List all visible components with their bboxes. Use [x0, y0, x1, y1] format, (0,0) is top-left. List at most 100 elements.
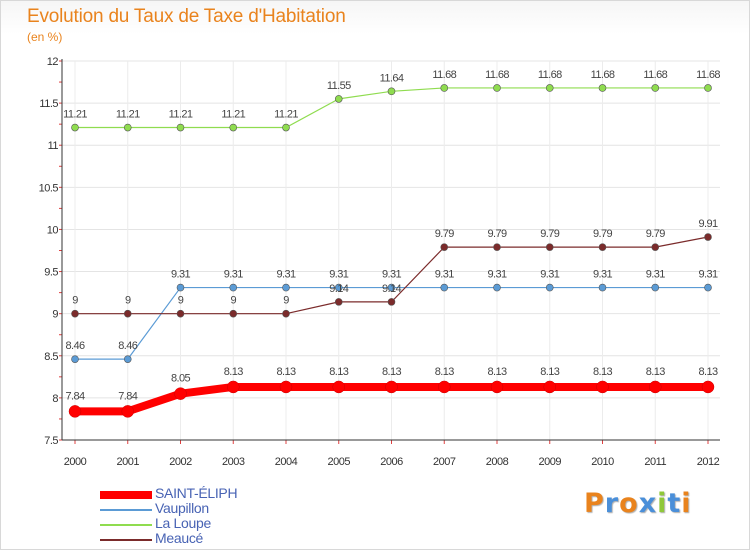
y-tick-label: 11 [48, 140, 59, 152]
logo-letter: t [667, 488, 682, 519]
data-label: 9 [178, 295, 184, 307]
data-label: 7.84 [118, 390, 137, 402]
data-point [227, 380, 240, 394]
x-tick-label: 2005 [328, 456, 351, 468]
chart-subtitle: (en %) [27, 30, 63, 44]
x-tick-label: 2003 [222, 456, 245, 468]
data-point [438, 380, 451, 394]
data-point [704, 84, 712, 92]
data-point [334, 298, 343, 306]
data-label: 9.14 [382, 283, 401, 295]
data-point [387, 298, 396, 306]
data-label: 9.79 [646, 228, 665, 240]
data-point [174, 387, 187, 400]
data-point [493, 84, 501, 92]
data-point [387, 283, 396, 292]
data-point [282, 283, 290, 292]
x-tick-label: 2009 [539, 456, 562, 468]
data-point [596, 380, 609, 394]
data-point [651, 243, 660, 251]
data-label: 9.79 [435, 228, 454, 240]
legend-swatch-vaupillon [100, 508, 152, 511]
data-point [123, 355, 132, 363]
data-point [493, 243, 501, 251]
data-label: 9.31 [487, 269, 506, 281]
data-label: 11.21 [221, 109, 245, 121]
data-point [282, 123, 290, 132]
x-tick-label: 2004 [275, 456, 298, 468]
data-point [123, 309, 132, 318]
data-point [440, 84, 449, 92]
data-label: 8.13 [593, 366, 612, 378]
data-point [490, 380, 504, 394]
y-tick-label: 10.5 [39, 182, 59, 194]
y-tick-label: 12 [47, 56, 59, 68]
data-label: 8.13 [698, 366, 717, 378]
legend-label-meauce: Meaucé [155, 530, 204, 546]
y-tick-label: 8.5 [44, 351, 58, 363]
data-label: 9.31 [540, 269, 559, 281]
data-label: 8.13 [435, 366, 454, 378]
data-point [598, 283, 607, 292]
x-tick-label: 2011 [644, 456, 666, 468]
data-point [493, 283, 501, 292]
data-point [176, 123, 185, 132]
data-point [649, 380, 662, 394]
proxiti-logo[interactable]: Proxiti [584, 488, 692, 519]
legend-swatch-saint-eliph [100, 490, 152, 499]
data-label: 8.13 [224, 366, 243, 378]
x-tick-label: 2001 [117, 456, 140, 468]
data-label: 9 [230, 295, 236, 307]
logo-letter: i [681, 488, 692, 519]
y-tick-label: 10 [47, 224, 59, 236]
data-label: 9.31 [224, 269, 243, 281]
y-tick-label: 9.5 [44, 267, 58, 279]
data-point [229, 309, 238, 318]
data-label: 8.46 [65, 340, 84, 352]
x-tick-label: 2008 [486, 456, 509, 468]
y-tick-label: 7.5 [44, 435, 58, 447]
data-label: 8.13 [329, 366, 348, 378]
legend-label-vaupillon: Vaupillon [155, 500, 209, 516]
data-point [598, 84, 607, 92]
data-label: 11.68 [432, 69, 456, 81]
data-point [71, 355, 79, 363]
logo-letter: P [584, 488, 605, 519]
data-point [440, 243, 449, 251]
data-point [71, 309, 79, 318]
data-point [440, 283, 449, 292]
legend-label-la-loupe: La Loupe [155, 515, 211, 531]
data-label: 9 [283, 295, 289, 307]
data-label: 11.68 [485, 69, 509, 81]
data-point [385, 380, 398, 394]
data-label: 11.21 [274, 109, 298, 121]
data-label: 9.31 [171, 269, 190, 281]
data-label: 8.13 [646, 366, 665, 378]
data-point [334, 95, 343, 103]
x-tick-label: 2000 [64, 456, 87, 468]
y-tick-label: 9 [52, 309, 58, 321]
data-label: 11.68 [696, 69, 720, 81]
data-label: 9.31 [435, 269, 454, 281]
legend-swatch-la-loupe [100, 523, 152, 526]
data-point [229, 283, 238, 292]
data-point [334, 283, 343, 292]
chart-title: Evolution du Taux de Taxe d'Habitation [27, 6, 346, 27]
data-point [123, 123, 132, 132]
data-label: 9.31 [382, 269, 401, 281]
data-label: 11.21 [63, 109, 87, 121]
data-point [704, 233, 712, 241]
logo-letter: x [638, 488, 658, 519]
data-point [545, 243, 554, 251]
data-label: 9.91 [698, 218, 717, 230]
data-label: 9 [72, 295, 78, 307]
data-label: 9.14 [329, 283, 348, 295]
y-tick-label: 8 [52, 393, 58, 405]
data-label: 9 [125, 295, 131, 307]
data-label: 8.46 [118, 340, 137, 352]
data-point [279, 380, 293, 394]
data-label: 11.21 [116, 109, 140, 121]
data-point [651, 84, 660, 92]
